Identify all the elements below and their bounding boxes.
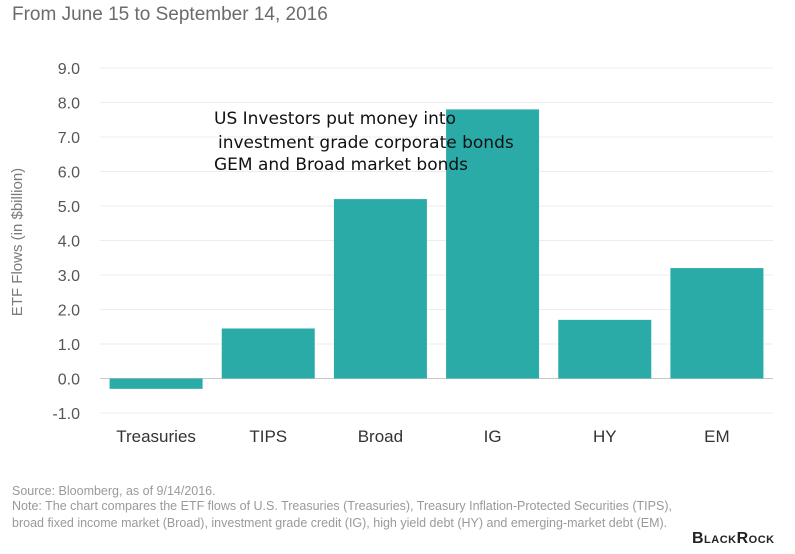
bar-em <box>670 268 764 379</box>
bar-treasuries <box>109 378 203 389</box>
y-axis-ticks: 9.0 8.0 7.0 6.0 5.0 4.0 3.0 2.0 1.0 0.0 -1.0 <box>52 61 80 423</box>
annotation-line: investment grade corporate bonds <box>218 133 514 153</box>
x-tick-label: TIPS <box>249 427 287 446</box>
x-axis-categories: Treasuries TIPS Broad IG HY EM <box>116 427 729 446</box>
y-tick-label: 4.0 <box>58 234 80 251</box>
y-tick-label: 0.0 <box>58 372 80 389</box>
annotation: US Investors put money into investment g… <box>214 109 514 175</box>
y-tick-label: -1.0 <box>52 406 80 423</box>
x-tick-label: HY <box>593 427 617 446</box>
annotation-line: GEM and Broad market bonds <box>214 155 468 175</box>
bar-tips <box>221 328 315 379</box>
annotation-line: US Investors put money into <box>214 109 456 129</box>
footnote: Note: The chart compares the ETF flows o… <box>12 499 672 530</box>
blackrock-logo: BlackRock <box>692 530 775 547</box>
x-tick-label: Broad <box>358 427 403 446</box>
y-tick-label: 6.0 <box>58 165 80 182</box>
chart-subtitle: From June 15 to September 14, 2016 <box>12 4 328 25</box>
y-tick-label: 3.0 <box>58 268 80 285</box>
x-tick-label: Treasuries <box>116 427 196 446</box>
y-axis-label: ETF Flows (in $billion) <box>9 168 26 316</box>
y-tick-label: 7.0 <box>58 130 80 147</box>
x-tick-label: EM <box>704 427 730 446</box>
source-note: Source: Bloomberg, as of 9/14/2016. <box>12 484 216 498</box>
gridlines <box>100 67 773 414</box>
y-tick-label: 5.0 <box>58 199 80 216</box>
bar-hy <box>558 319 652 379</box>
y-tick-label: 1.0 <box>58 337 80 354</box>
bar-broad <box>333 199 427 379</box>
y-tick-label: 9.0 <box>58 61 80 78</box>
bars <box>109 109 764 389</box>
y-tick-label: 2.0 <box>58 303 80 320</box>
bar-ig <box>446 109 540 379</box>
x-tick-label: IG <box>484 427 502 446</box>
y-tick-label: 8.0 <box>58 96 80 113</box>
